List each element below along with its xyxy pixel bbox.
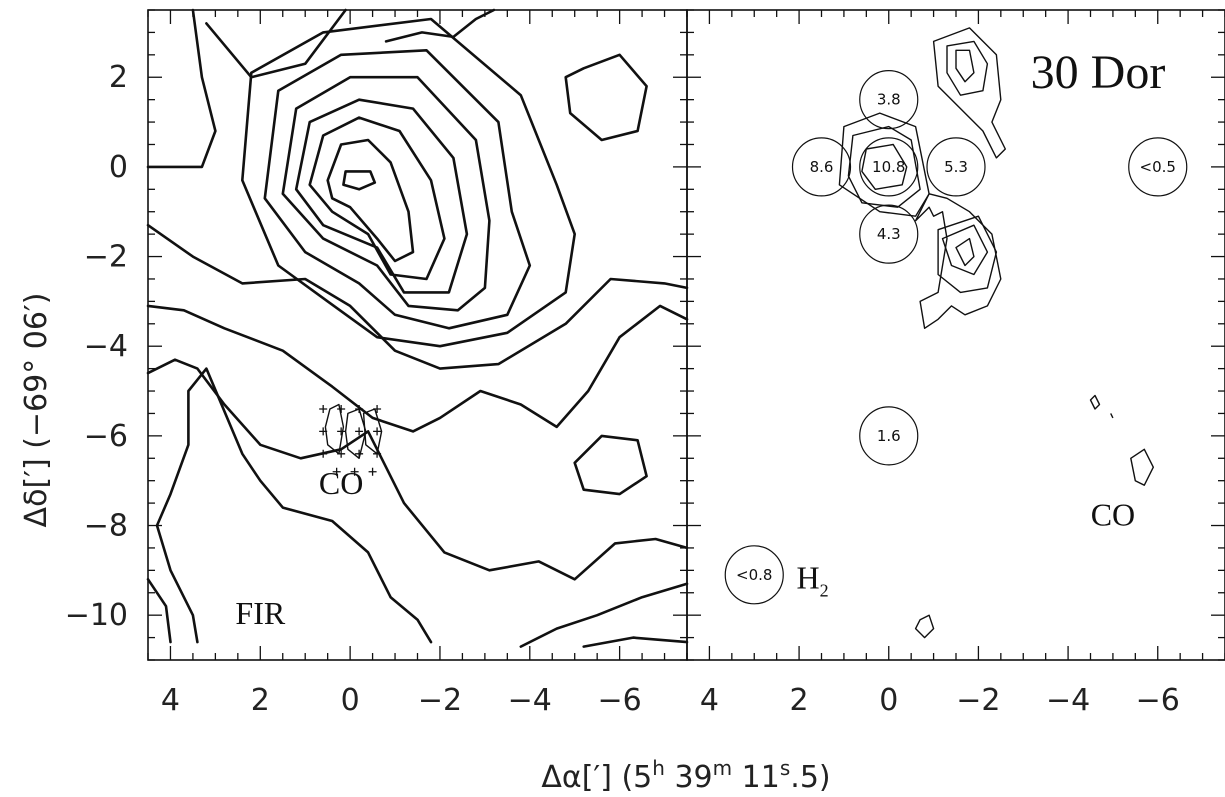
co-contour	[946, 40, 989, 96]
fir-panel: FIR CO	[146, 8, 689, 661]
x-tick-label: −2	[418, 683, 462, 718]
y-axis-title: Δδ[′] (−69° 06′)	[19, 293, 54, 528]
co-contour	[932, 27, 1006, 159]
x-tick-label: 4	[700, 683, 719, 718]
panel-label-co: CO	[1091, 497, 1135, 533]
panel-frame	[686, 9, 1225, 661]
co-contour	[955, 49, 975, 83]
co-contour	[1089, 394, 1101, 410]
h2-pointing-value: 4.3	[877, 225, 901, 243]
co-contour	[941, 224, 989, 276]
fir-contour	[281, 75, 491, 312]
fir-contour	[205, 8, 347, 79]
x-tick-label: −6	[598, 683, 642, 718]
co-contour	[362, 408, 383, 455]
co-contour	[937, 215, 998, 294]
fir-contour	[146, 358, 689, 581]
x-tick-label: −6	[1136, 683, 1180, 718]
y-tick-label: −6	[84, 419, 128, 454]
h2-pointing-value: 5.3	[944, 158, 968, 176]
h2-pointing-circle	[859, 406, 919, 466]
panel-label-fir: FIR	[235, 595, 285, 631]
co-pointing-cross	[337, 427, 346, 436]
h2-pointing-value: 3.8	[877, 91, 901, 109]
co-pointing-cross	[355, 427, 364, 436]
fir-contour	[342, 170, 377, 191]
fir-contour	[326, 138, 415, 263]
fir-contour	[308, 116, 446, 281]
h2-panel: 3.8 8.6 10.8 5.3 4.3 <0.5 1.6 <0.8 H2 CO	[686, 9, 1225, 661]
y-tick-label: −10	[65, 598, 128, 633]
co-pointing-cross	[337, 404, 346, 413]
fir-contour	[564, 53, 648, 142]
fir-contour	[146, 8, 217, 169]
x-tick-label: −2	[956, 683, 1000, 718]
fir-contour	[573, 434, 648, 496]
y-tick-label: 2	[109, 60, 128, 95]
h2-pointing-value: 8.6	[810, 158, 834, 176]
fir-contour	[582, 636, 689, 648]
co-contour	[955, 237, 975, 267]
h2-pointing-circle	[859, 70, 919, 130]
y-tick-label: −2	[84, 240, 128, 275]
x-tick-label: −4	[508, 683, 552, 718]
x-tick-label: 0	[341, 683, 360, 718]
co-pointing-cross	[332, 467, 341, 476]
fir-contour	[155, 367, 433, 644]
fir-contour	[146, 578, 172, 644]
co-contour	[838, 112, 930, 217]
fir-contour	[519, 582, 689, 648]
h2-pointing-circle	[859, 137, 919, 197]
h2-pointing-circle	[791, 137, 852, 197]
fir-contour	[384, 8, 496, 43]
fir-contour	[146, 304, 689, 433]
x-tick-label: 0	[879, 683, 898, 718]
co-contour	[324, 403, 345, 455]
panel-label-co: CO	[319, 465, 363, 501]
co-pointing-cross	[373, 427, 382, 436]
fir-contour	[263, 49, 532, 330]
fir-contour	[241, 17, 576, 348]
fir-contour	[146, 223, 689, 370]
co-pointing-cross	[319, 404, 328, 413]
co-pointing-cross	[368, 467, 377, 476]
h2-pointing-circle	[724, 545, 784, 605]
h2-pointing-value: 10.8	[872, 158, 905, 176]
x-axis-title: Δα[′] (5h 39m 11s.5)	[541, 756, 830, 795]
h2-pointing-circle	[926, 137, 986, 197]
co-contour	[914, 193, 1002, 329]
co-contour	[1130, 448, 1154, 486]
panel-frame	[147, 9, 688, 661]
tick-labels: 4 2 0 −2 −4 −6 4 2 0 −2 −4 −6 2 0 −2 −4 −6 −8 −10	[65, 60, 1180, 718]
co-contour	[344, 408, 367, 459]
co-pointing-cross	[350, 467, 359, 476]
x-tick-label: 2	[790, 683, 809, 718]
x-tick-label: 2	[251, 683, 270, 718]
co-contour	[1110, 413, 1114, 419]
x-tick-label: −4	[1046, 683, 1090, 718]
co-contour	[914, 614, 935, 639]
co-pointing-cross	[319, 449, 328, 458]
object-label: 30 Dor	[1031, 46, 1166, 99]
y-tick-label: −8	[84, 509, 128, 544]
co-contour	[861, 143, 908, 190]
x-tick-label: 4	[161, 683, 180, 718]
y-tick-label: 0	[109, 150, 128, 185]
y-tick-label: −4	[84, 329, 128, 364]
h2-pointing-circle	[859, 204, 919, 264]
panel-label-h: H2	[796, 559, 828, 600]
h2-pointing-value: 1.6	[877, 427, 901, 445]
h2-pointing-value: <0.5	[1140, 158, 1176, 176]
h2-pointing-value: <0.8	[736, 566, 772, 584]
fir-contour	[294, 98, 469, 294]
h2-pointing-circle	[1128, 137, 1188, 197]
